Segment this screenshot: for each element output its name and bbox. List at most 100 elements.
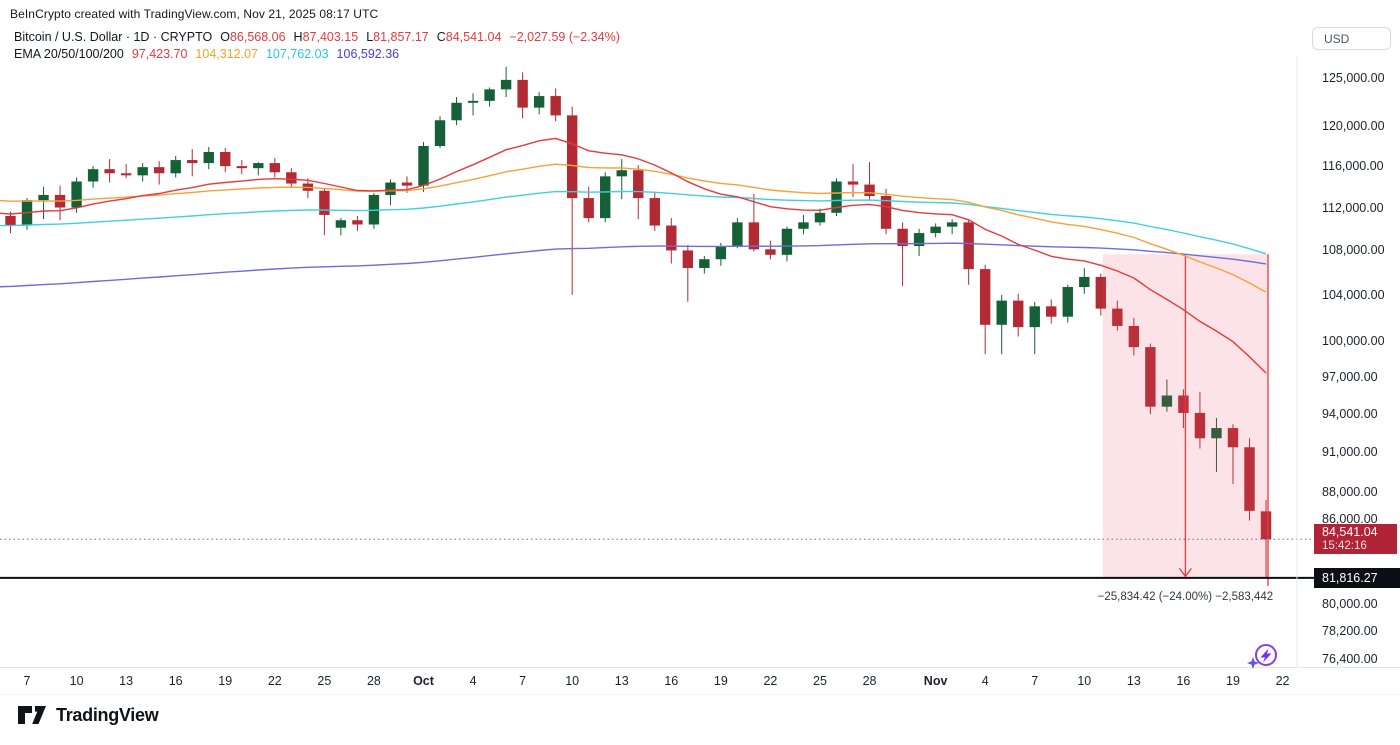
candle bbox=[847, 164, 859, 198]
time-tick-label: 28 bbox=[366, 674, 381, 688]
candle-body bbox=[930, 226, 941, 234]
time-tick-label: Nov bbox=[923, 674, 948, 688]
candle bbox=[1227, 424, 1239, 484]
candle bbox=[203, 146, 214, 170]
time-tick-label: 13 bbox=[119, 674, 134, 688]
candle-body bbox=[1145, 347, 1156, 407]
price-tick-label: 125,000.00 bbox=[1322, 71, 1385, 85]
candle bbox=[566, 106, 578, 295]
candle bbox=[335, 218, 347, 236]
candle-body bbox=[1079, 276, 1090, 288]
candle-body bbox=[104, 169, 115, 174]
candle-body bbox=[434, 120, 446, 146]
candle-body bbox=[1227, 428, 1239, 448]
candle-body bbox=[699, 259, 710, 269]
candle bbox=[1260, 500, 1272, 578]
price-tick-label: 97,000.00 bbox=[1322, 370, 1378, 385]
candle bbox=[649, 192, 660, 231]
ema-100-line bbox=[0, 190, 1267, 255]
ohlc-high: H87,403.15 bbox=[293, 30, 359, 44]
price-line-value: 81,816.27 bbox=[1322, 570, 1378, 585]
candle-body bbox=[616, 170, 627, 177]
candle bbox=[220, 147, 231, 173]
candle bbox=[996, 294, 1007, 355]
candle bbox=[1178, 389, 1189, 429]
candle-body bbox=[550, 96, 561, 116]
candle bbox=[699, 255, 710, 274]
candle bbox=[187, 148, 198, 177]
ema200-value: 106,592.36 bbox=[336, 47, 400, 61]
price-range-arrowhead bbox=[1178, 568, 1192, 578]
price-tick-label: 88,000.00 bbox=[1322, 484, 1378, 499]
candle bbox=[765, 240, 776, 260]
currency-button[interactable]: USD bbox=[1312, 27, 1391, 50]
candle-body bbox=[781, 228, 793, 255]
price-tick-label: 116,000.00 bbox=[1322, 159, 1384, 174]
candle bbox=[286, 168, 297, 188]
ema50-value: 104,312.07 bbox=[195, 47, 258, 61]
candle-body bbox=[319, 190, 330, 215]
ema-legend[interactable]: EMA 20/50/100/200 97,423.70 104,312.07 1… bbox=[14, 47, 399, 61]
price-tick-label: 100,000.00 bbox=[1322, 334, 1385, 349]
ohlc-open: O86,568.06 bbox=[220, 30, 286, 44]
candle bbox=[269, 158, 281, 178]
time-tick-label: 13 bbox=[614, 674, 629, 688]
candle-body bbox=[831, 181, 842, 213]
candle-body bbox=[1161, 395, 1173, 407]
candle bbox=[533, 92, 545, 115]
price-tick-label: 108,000.00 bbox=[1322, 243, 1385, 258]
candle bbox=[484, 87, 495, 107]
candle bbox=[666, 218, 677, 264]
ai-lightning-icon[interactable] bbox=[1242, 638, 1282, 679]
candle bbox=[120, 164, 132, 179]
symbol-title: Bitcoin / U.S. Dollar · 1D · CRYPTO bbox=[14, 30, 213, 44]
candle-body bbox=[897, 228, 908, 247]
candle-body bbox=[666, 225, 677, 251]
price-range-tool[interactable]: −25,834.42 (−24.00%) −2,583,442 bbox=[1098, 254, 1274, 603]
price-tick-label: 86,000.00 bbox=[1322, 512, 1378, 527]
time-tick-label: 10 bbox=[565, 674, 580, 688]
candle-body bbox=[385, 182, 396, 195]
time-tick-label: 22 bbox=[763, 674, 778, 688]
ema20-value: 97,423.70 bbox=[131, 47, 188, 61]
symbol-legend[interactable]: Bitcoin / U.S. Dollar · 1D · CRYPTO O86,… bbox=[14, 30, 620, 44]
tradingview-wordmark: TradingView bbox=[56, 704, 159, 725]
candle-body bbox=[979, 269, 991, 325]
candle-body bbox=[269, 163, 281, 173]
candle-body bbox=[5, 215, 16, 226]
candle-body bbox=[220, 151, 231, 167]
candle-body bbox=[1095, 276, 1107, 309]
candle-body bbox=[1211, 428, 1222, 439]
ema-legend-title: EMA 20/50/100/200 bbox=[14, 47, 124, 61]
candle-body bbox=[682, 250, 694, 269]
candle bbox=[682, 244, 694, 302]
sparkle bbox=[1247, 657, 1259, 669]
candle bbox=[54, 185, 66, 221]
time-tick-label: 10 bbox=[1077, 674, 1092, 688]
time-tick-label: 4 bbox=[469, 674, 477, 688]
time-tick-label: 16 bbox=[168, 674, 183, 688]
candle-body bbox=[1112, 308, 1123, 326]
candle-body bbox=[583, 198, 594, 219]
candle bbox=[946, 219, 958, 235]
candle-body bbox=[566, 115, 578, 199]
candle-body bbox=[71, 181, 82, 208]
candle-body bbox=[765, 249, 776, 255]
price-axis[interactable]: 84,541.04 15:42:16 81,816.27 125,000.00 1… bbox=[1297, 55, 1400, 667]
candle bbox=[517, 72, 528, 119]
candle bbox=[864, 162, 875, 201]
candle bbox=[500, 66, 512, 98]
time-tick-label: 22 bbox=[267, 674, 282, 688]
time-axis[interactable]: 7 10 13 16 19 22 25 28 Oct 4 7 10 13 16 19 22 25 28 Nov 4 7 1… bbox=[0, 667, 1400, 695]
candle bbox=[385, 179, 396, 206]
price-tick-label: 94,000.00 bbox=[1322, 407, 1378, 422]
candle-body bbox=[748, 222, 760, 250]
candle bbox=[104, 159, 115, 183]
ohlc-close: C84,541.04 bbox=[436, 30, 502, 44]
candle bbox=[1046, 299, 1057, 324]
candle bbox=[748, 193, 760, 252]
time-tick-label: 19 bbox=[1226, 674, 1240, 688]
ema-200-line bbox=[0, 242, 1267, 288]
candle-body bbox=[963, 222, 974, 270]
